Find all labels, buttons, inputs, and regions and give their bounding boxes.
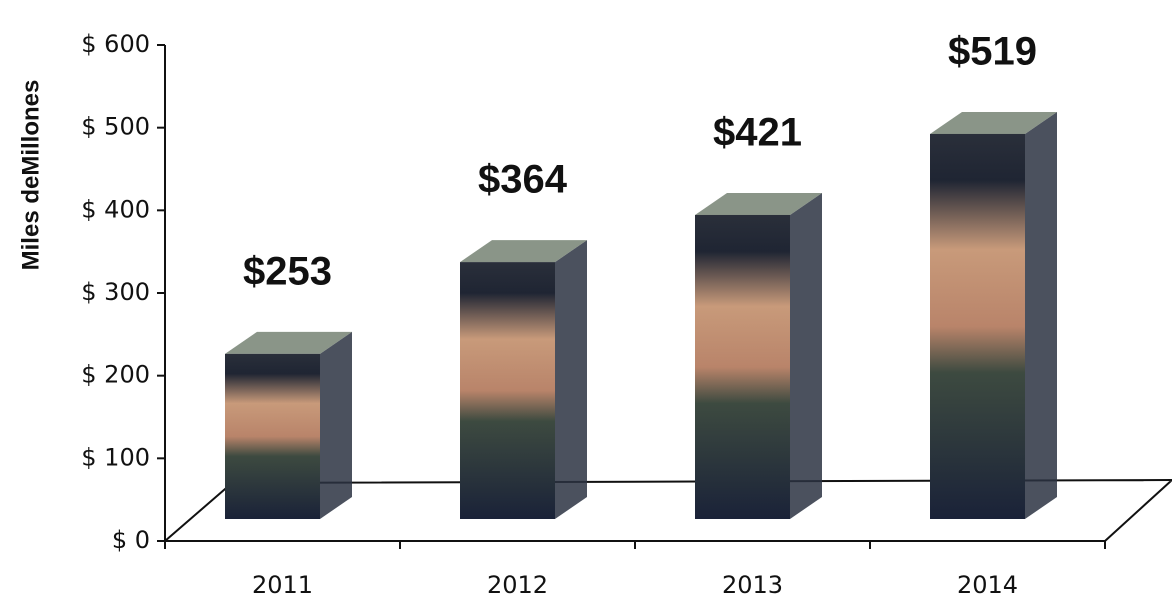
bar <box>225 353 320 519</box>
x-tick-label: 2014 <box>957 571 1018 599</box>
bar-side <box>790 192 822 519</box>
bar-top <box>460 240 587 263</box>
value-label: $364 <box>478 158 568 202</box>
x-tick-label: 2011 <box>252 571 313 599</box>
x-tick-label: 2012 <box>487 571 548 599</box>
x-tick-label: 2013 <box>722 571 783 599</box>
value-label: $421 <box>713 111 802 155</box>
value-label: $519 <box>948 30 1037 74</box>
y-tick-label: $ 300 <box>81 278 150 306</box>
y-tick-label: $ 600 <box>81 30 150 58</box>
y-tick-label: $ 500 <box>81 113 150 141</box>
y-tick-label: $ 100 <box>81 443 150 471</box>
bar-side <box>555 240 587 520</box>
y-axis-label: Miles deMillones <box>17 80 44 271</box>
bar <box>930 133 1025 519</box>
bar-top <box>225 331 352 354</box>
y-tick-label: $ 400 <box>81 195 150 223</box>
value-label: $253 <box>243 249 332 293</box>
bar-top <box>695 192 822 215</box>
bar-top <box>930 111 1057 134</box>
bar <box>460 262 555 519</box>
floor <box>162 478 1172 542</box>
y-tick-label: $ 200 <box>81 361 150 389</box>
bar-side <box>1025 111 1057 520</box>
bar <box>695 214 790 519</box>
y-tick-label: $ 0 <box>112 526 150 554</box>
bar-side <box>320 331 352 519</box>
